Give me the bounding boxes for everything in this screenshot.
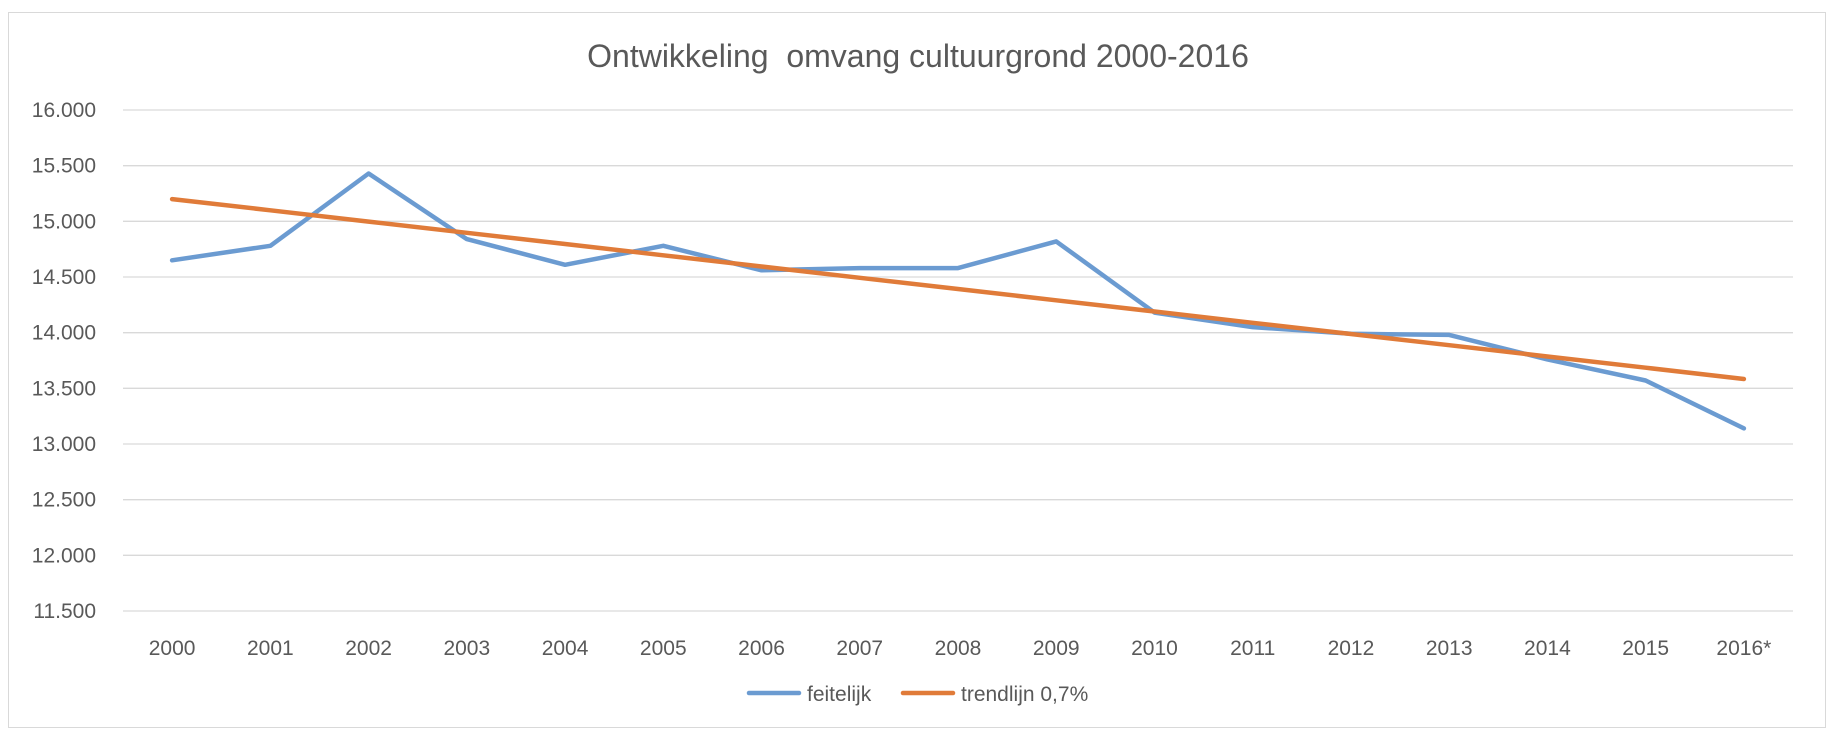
y-tick-label: 13.000 — [32, 433, 96, 456]
y-tick-label: 12.500 — [32, 489, 96, 512]
x-tick-label: 2002 — [345, 637, 392, 660]
series-line-0 — [169, 171, 1747, 431]
x-tick-label: 2010 — [1131, 637, 1178, 660]
x-axis-ticks: 2000 2001 2002 2003 2004 2005 2006 2007 2008 2009… — [149, 637, 1772, 660]
x-tick-label: 2001 — [247, 637, 294, 660]
chart-frame: Ontwikkeling omvang cultuurgrond 2000-20… — [8, 12, 1826, 728]
x-tick-label: 2015 — [1622, 637, 1669, 660]
x-tick-label: 2006 — [738, 637, 785, 660]
x-tick-label: 2012 — [1328, 637, 1375, 660]
x-tick-label: 2016* — [1716, 637, 1771, 660]
x-tick-label: 2005 — [640, 637, 687, 660]
series-lines — [169, 171, 1747, 431]
x-tick-label: 2013 — [1426, 637, 1473, 660]
y-tick-label: 13.500 — [32, 377, 96, 400]
y-tick-label: 11.500 — [33, 600, 96, 623]
x-tick-label: 2007 — [836, 637, 883, 660]
x-tick-label: 2008 — [935, 637, 982, 660]
y-axis-ticks: 11.500 12.000 12.500 13.000 13.500 14.000 14.5… — [32, 99, 96, 623]
x-tick-label: 2011 — [1230, 637, 1275, 660]
y-tick-label: 14.500 — [32, 266, 96, 289]
x-tick-label: 2004 — [542, 637, 589, 660]
legend: feitelijk trendlijn 0,7% — [746, 683, 1088, 706]
series-line-1 — [169, 196, 1747, 382]
y-tick-label: 16.000 — [32, 99, 96, 122]
y-tick-label: 14.000 — [32, 322, 96, 345]
line-chart: Ontwikkeling omvang cultuurgrond 2000-20… — [32, 38, 1793, 706]
x-tick-label: 2000 — [149, 637, 196, 660]
x-tick-label: 2009 — [1033, 637, 1080, 660]
legend-label: trendlijn 0,7% — [961, 683, 1088, 706]
x-tick-label: 2003 — [443, 637, 490, 660]
legend-label: feitelijk — [807, 683, 872, 706]
gridlines — [123, 109, 1793, 612]
x-tick-label: 2014 — [1524, 637, 1571, 660]
chart-title: Ontwikkeling omvang cultuurgrond 2000-20… — [587, 38, 1249, 74]
y-tick-label: 12.000 — [32, 544, 96, 567]
y-tick-label: 15.000 — [32, 210, 96, 233]
y-tick-label: 15.500 — [32, 155, 96, 178]
